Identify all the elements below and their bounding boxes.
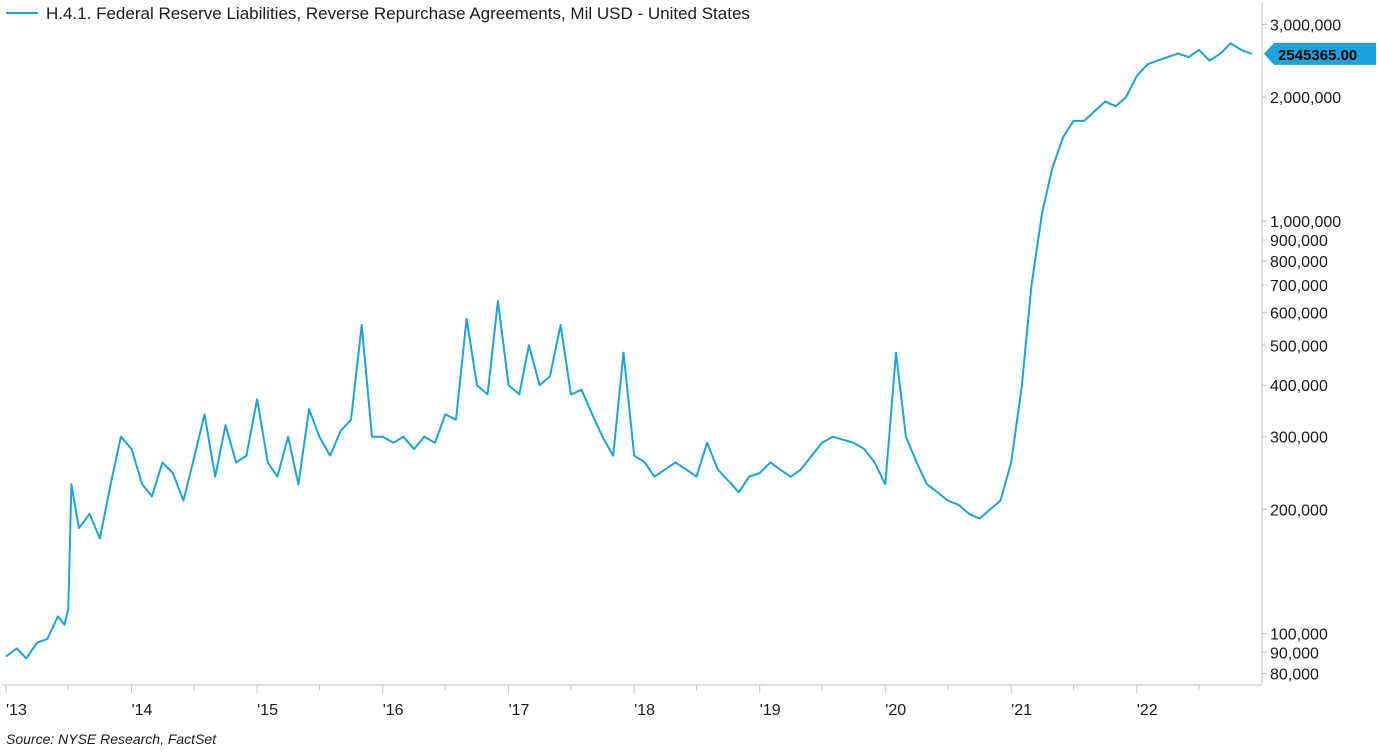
series-line	[5, 42, 1253, 660]
last-value-marker: 2545365.00	[1264, 42, 1376, 65]
legend-label: H.4.1. Federal Reserve Liabilities, Reve…	[46, 4, 750, 23]
y-tick-label: 90,000	[1270, 645, 1319, 662]
x-tick-label: '19	[760, 702, 781, 719]
y-tick-label: 1,000,000	[1270, 214, 1341, 231]
x-tick-label: '20	[885, 702, 906, 719]
x-tick-label: '18	[634, 702, 655, 719]
y-tick-label: 2,000,000	[1270, 90, 1341, 107]
y-tick-label: 3,000,000	[1270, 17, 1341, 34]
x-tick-label: '17	[509, 702, 530, 719]
y-tick-label: 700,000	[1270, 278, 1328, 295]
y-tick-label: 80,000	[1270, 666, 1319, 683]
axes-layer	[2, 2, 1263, 686]
x-tick-label: '15	[257, 702, 278, 719]
x-tick-label: '13	[6, 702, 27, 719]
x-axis-ticks: '13 '14 '15 '16 '17 '18 '19 '20 '21 '22	[5, 685, 1200, 719]
x-tick-label: '22	[1137, 702, 1158, 719]
source-note: Source: NYSE Research, FactSet	[6, 731, 217, 747]
y-axis-ticks: 3,000,000 2,000,000 1,000,000 900,000 800,00…	[1262, 17, 1341, 683]
x-tick-label: '21	[1011, 702, 1032, 719]
legend: H.4.1. Federal Reserve Liabilities, Reve…	[6, 4, 750, 23]
last-value-badge	[1264, 42, 1376, 65]
last-value-label: 2545365.00	[1278, 47, 1357, 64]
x-tick-label: '14	[132, 702, 153, 719]
y-tick-label: 100,000	[1270, 626, 1328, 643]
y-tick-label: 500,000	[1270, 338, 1328, 355]
y-tick-label: 900,000	[1270, 233, 1328, 250]
y-tick-label: 300,000	[1270, 430, 1328, 447]
y-tick-label: 600,000	[1270, 306, 1328, 323]
y-tick-label: 400,000	[1270, 378, 1328, 395]
y-tick-label: 800,000	[1270, 254, 1328, 271]
x-tick-label: '16	[383, 702, 404, 719]
y-tick-label: 200,000	[1270, 502, 1328, 519]
